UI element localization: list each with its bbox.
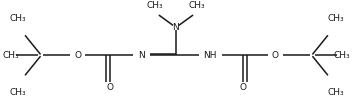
Text: CH₃: CH₃	[327, 88, 344, 97]
Text: N: N	[172, 23, 179, 32]
Text: O: O	[272, 51, 279, 60]
Text: CH₃: CH₃	[9, 88, 26, 97]
Text: CH₃: CH₃	[147, 1, 163, 10]
Text: CH₃: CH₃	[327, 14, 344, 23]
Text: CH₃: CH₃	[9, 14, 26, 23]
Text: CH₃: CH₃	[189, 1, 205, 10]
Text: O: O	[107, 83, 114, 92]
Text: O: O	[240, 83, 247, 92]
Text: NH: NH	[204, 51, 217, 60]
Text: O: O	[74, 51, 81, 60]
Text: N: N	[138, 51, 145, 60]
Text: CH₃: CH₃	[2, 51, 19, 60]
Text: CH₃: CH₃	[334, 51, 350, 60]
